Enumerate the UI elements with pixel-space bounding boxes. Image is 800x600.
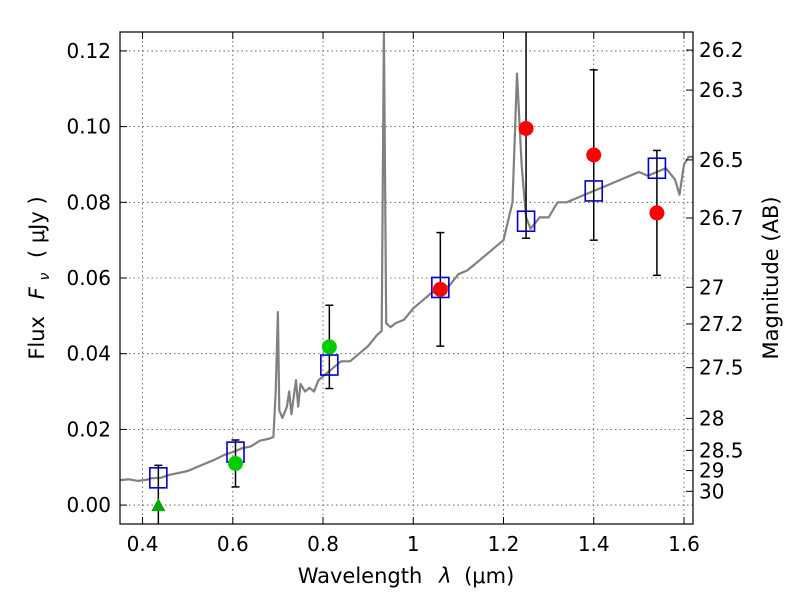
model-sed-layer <box>120 32 693 482</box>
observed-flux-point <box>586 147 602 163</box>
right-axis-title: Magnitude (AB) <box>759 196 783 359</box>
x-tick-label: 0.4 <box>127 532 159 556</box>
y-tick-label: 0.02 <box>66 417 111 441</box>
observed-flux-point <box>432 281 448 297</box>
sed-model-line <box>120 32 693 482</box>
x-axis-title-symbol: λ <box>438 564 451 588</box>
ticks: 0.4 0.6 0.8 1 1.2 1.4 1.6 0.00 0.02 0.04 0.06 0.08 0… <box>66 32 744 556</box>
x-tick-label: 0.6 <box>217 532 249 556</box>
observed-flux-point <box>321 339 337 355</box>
x-tick-label: 0.8 <box>307 532 339 556</box>
mag-tick-label: 27.2 <box>699 312 744 336</box>
mag-tick-label: 26.7 <box>699 206 744 230</box>
photometry-layer <box>149 32 667 524</box>
model-photometry-square <box>320 354 339 376</box>
model-photometry-square <box>584 180 604 202</box>
y-axis-title-symbol: F <box>25 286 49 299</box>
grid <box>120 32 693 524</box>
mag-tick-label: 26.3 <box>699 78 744 102</box>
mag-tick-label: 28.5 <box>699 438 744 462</box>
y-axis-title: Flux F ν ( μJy ) <box>25 196 54 359</box>
y-axis-title-subscript: ν <box>37 273 53 281</box>
mag-tick-label: 26.5 <box>699 148 744 172</box>
y-axis-title-word: Flux <box>25 316 49 360</box>
mag-tick-label: 28 <box>699 406 724 430</box>
mag-tick-label: 27.5 <box>699 356 744 380</box>
mag-tick-label: 26.2 <box>699 38 744 62</box>
x-tick-label: 1.6 <box>668 532 700 556</box>
observed-upper-limit-triangle <box>151 498 166 512</box>
y-tick-label: 0.00 <box>66 493 111 517</box>
x-axis-title-unit: (μm) <box>464 564 514 588</box>
x-tick-label: 1.2 <box>488 532 520 556</box>
model-photometry-square <box>516 210 536 233</box>
x-axis-title-word: Wavelength <box>298 564 423 588</box>
x-axis-title: Wavelength λ (μm) <box>298 564 515 588</box>
model-photometry-square <box>431 276 450 299</box>
observed-flux-point <box>649 205 665 221</box>
y-tick-label: 0.12 <box>66 39 111 63</box>
mag-tick-label: 27 <box>699 275 724 299</box>
mag-tick-label: 29 <box>699 459 724 483</box>
x-tick-label: 1.4 <box>578 532 610 556</box>
y-tick-label: 0.10 <box>66 115 111 139</box>
x-tick-label: 1 <box>407 532 420 556</box>
y-tick-label: 0.06 <box>66 266 111 290</box>
y-tick-label: 0.04 <box>66 342 111 366</box>
mag-tick-label: 30 <box>699 479 724 503</box>
observed-flux-point <box>518 121 534 137</box>
y-tick-label: 0.08 <box>66 190 111 214</box>
observed-flux-point <box>228 455 244 471</box>
model-photometry-square <box>149 467 168 489</box>
model-photometry-square <box>647 157 667 180</box>
y-axis-title-unit: ( μJy ) <box>25 196 49 258</box>
